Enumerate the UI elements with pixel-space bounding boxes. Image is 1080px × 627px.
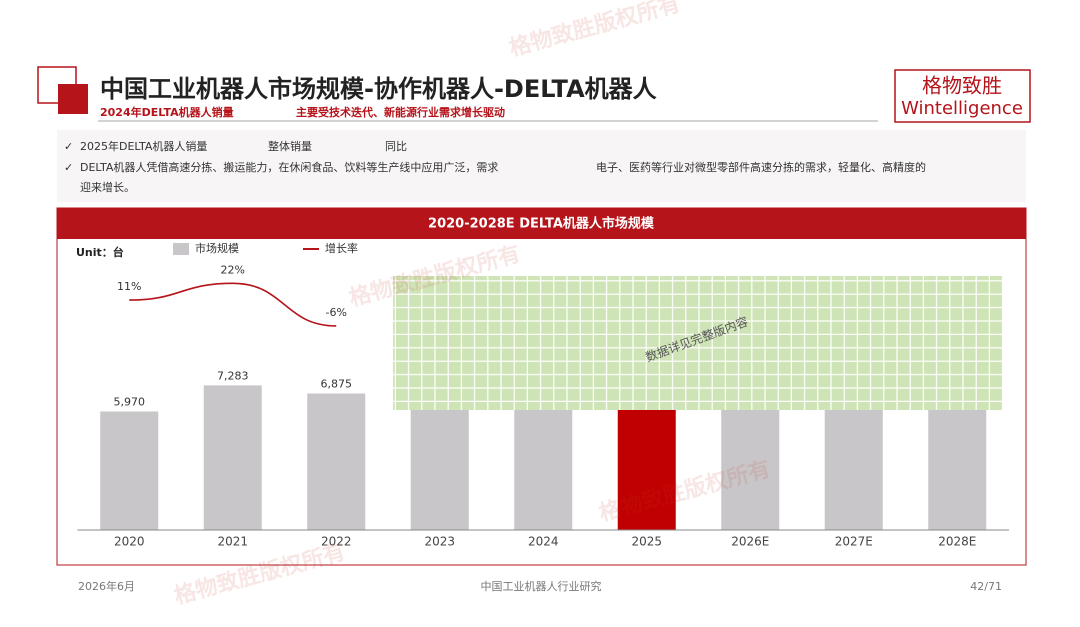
placeholder-bar (410, 410, 469, 530)
placeholder-bar (721, 410, 780, 530)
bullet: 电子、医药等行业对微型零部件高速分拣的需求，轻量化、高精度的 (596, 160, 926, 174)
x-tick-label: 2026E (731, 535, 769, 549)
tag: 2024年DELTA机器人销量 (100, 105, 234, 119)
watermark: 格物致胜版权所有 (171, 539, 348, 610)
bullet-box (57, 130, 1026, 202)
placeholder-bar (514, 410, 573, 530)
logo-en: Wintelligence (901, 98, 1023, 119)
watermark: 格物致胜版权所有 (506, 0, 683, 62)
x-tick-label: 2028E (938, 535, 976, 549)
bar (203, 385, 262, 530)
title: 中国工业机器人市场规模-协作机器人-DELTA机器人 (100, 75, 657, 103)
bullet: 同比 (385, 140, 407, 153)
placeholder-bar (928, 410, 987, 530)
x-tick-label: 2027E (835, 535, 873, 549)
value-label: 5,970 (114, 395, 146, 408)
tag: 主要受技术迭代、新能源行业需求增长驱动 (296, 105, 505, 119)
value-label: 22% (221, 263, 245, 276)
footer-page: 42/71 (970, 580, 1002, 593)
check: ✓ (64, 140, 73, 153)
chart-title: 2020-2028E DELTA机器人市场规模 (428, 216, 655, 232)
logo-cn: 格物致胜 (922, 74, 1002, 98)
footer-date: 2026年6月 (78, 579, 135, 593)
legend-label: 增长率 (325, 241, 358, 255)
chart-header (57, 208, 1026, 239)
placeholder-bar (617, 410, 676, 530)
bullet: 迎来增长。 (80, 180, 135, 194)
bullet: DELTA机器人凭借高速分拣、搬运能力，在休闲食品、饮料等生产线中应用广泛，需求 (80, 160, 498, 174)
x-tick-label: 2023 (424, 535, 455, 549)
unit: Unit：台 (76, 245, 124, 259)
value-label: 6,875 (321, 378, 353, 391)
x-tick-label: 2021 (217, 535, 248, 549)
logo-box (894, 69, 1031, 123)
check: ✓ (64, 161, 73, 174)
bar (307, 393, 366, 530)
bullet: 整体销量 (268, 139, 312, 153)
legend-swatch (173, 243, 189, 255)
footer-center: 中国工业机器人行业研究 (481, 579, 602, 593)
line (129, 282, 337, 327)
x-tick-label: 2020 (114, 535, 145, 549)
value-label: 7,283 (217, 369, 249, 382)
bullet: 2025年DELTA机器人销量 (80, 139, 207, 153)
value-label: -6% (326, 306, 347, 319)
placeholder-bar (824, 410, 883, 530)
deco-square (58, 84, 88, 114)
mask (393, 276, 1002, 410)
value-label: 11% (117, 280, 141, 293)
x-tick-label: 2024 (528, 535, 559, 549)
x-tick-label: 2022 (321, 535, 352, 549)
x-tick-label: 2025 (631, 535, 662, 549)
bar (100, 411, 159, 530)
legend-label: 市场规模 (195, 241, 239, 255)
